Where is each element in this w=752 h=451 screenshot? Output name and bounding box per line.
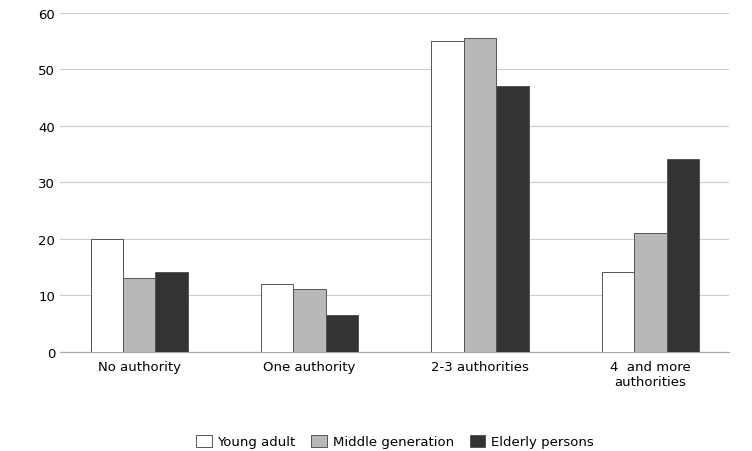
Bar [666, 160, 699, 352]
Legend: Young adult, Middle generation, Elderly persons: Young adult, Middle generation, Elderly … [191, 429, 599, 451]
Bar [326, 315, 358, 352]
Bar [602, 273, 634, 352]
Bar [464, 39, 496, 352]
Bar [634, 234, 666, 352]
Bar [123, 278, 156, 352]
Bar [156, 273, 188, 352]
Bar [293, 290, 326, 352]
Bar [432, 41, 464, 352]
Bar [496, 87, 529, 352]
Bar [90, 239, 123, 352]
Bar [261, 284, 293, 352]
